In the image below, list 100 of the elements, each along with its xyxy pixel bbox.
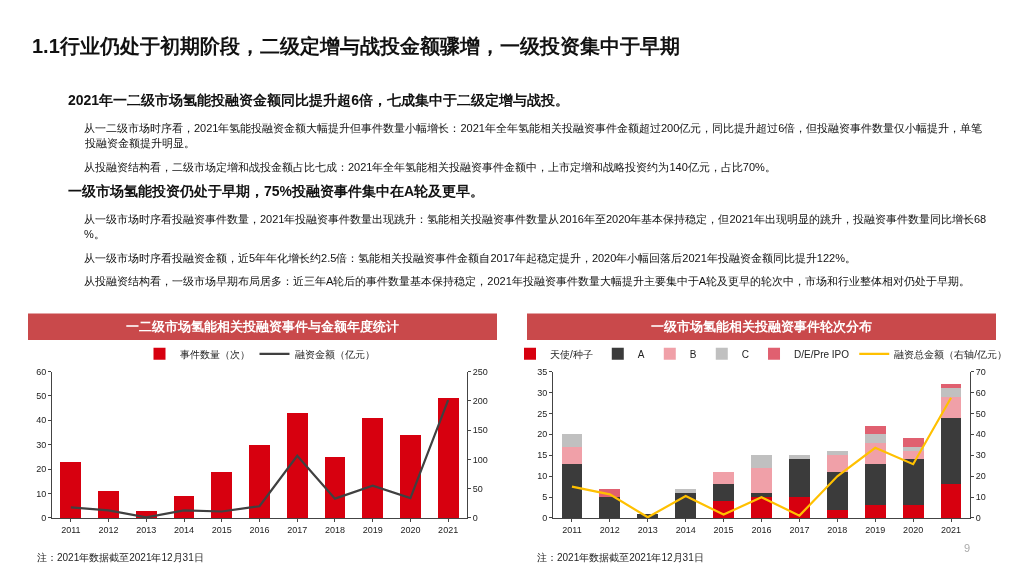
bar bbox=[940, 388, 962, 397]
y-tick-label: 0 bbox=[41, 513, 47, 524]
y2-tick-label: 50 bbox=[975, 408, 986, 419]
x-tick-label: 2017 bbox=[287, 524, 308, 535]
bar bbox=[713, 484, 735, 502]
y-tick-label: 30 bbox=[537, 387, 548, 398]
y-tick-label: 0 bbox=[542, 513, 548, 524]
legend-label: 事件数量（次） bbox=[179, 348, 250, 360]
bar bbox=[902, 505, 924, 518]
bar bbox=[864, 434, 886, 443]
bar bbox=[940, 417, 962, 485]
y2-tick-label: 100 bbox=[472, 454, 488, 465]
text: 注：2021年数据截至2021年12月31日 bbox=[37, 552, 204, 563]
bar bbox=[400, 434, 421, 518]
y-tick-label: 50 bbox=[36, 391, 47, 402]
text: 从投融资结构看，一级市场早期布局居多：近三年A轮后的事件数量基本保持稳定，2021年投融资事件数量大幅提升主要集中于A轮及更早的轮次中，市场和行业整体相对仍处于早期。 bbox=[84, 275, 971, 287]
y2-tick-label: 30 bbox=[975, 450, 986, 461]
bar bbox=[751, 492, 772, 498]
y2-tick-label: 150 bbox=[472, 425, 488, 436]
y-tick-label: 5 bbox=[542, 492, 548, 503]
x-tick-label: 2021 bbox=[438, 524, 459, 535]
y-tick-label: 20 bbox=[537, 429, 548, 440]
y-tick-label: 35 bbox=[537, 366, 548, 377]
bar bbox=[751, 467, 772, 493]
x-tick-label: 2018 bbox=[324, 524, 345, 535]
bar bbox=[211, 471, 233, 518]
text: 一级市场氢能投资仍处于早期，75%投融资事件集中在A轮及更早。 bbox=[68, 183, 485, 199]
text: 1.1行业仍处于初期阶段，二级定增与战投金额骤增，一级投资集中于早期 bbox=[32, 35, 680, 57]
x-tick-label: 2012 bbox=[98, 524, 119, 535]
text: 从一级市场时序看投融资金额，近5年年化增长约2.5倍：氢能相关投融资事件金额自2017年起稳定提升，2020年小幅回落后2021年投融资金额同比提升122%。 bbox=[84, 252, 856, 264]
y2-tick-label: 70 bbox=[975, 366, 986, 377]
bar bbox=[826, 471, 848, 510]
y2-tick-label: 40 bbox=[975, 429, 986, 440]
bar bbox=[826, 455, 848, 472]
x-tick-label: 2013 bbox=[637, 524, 658, 535]
bar bbox=[864, 463, 886, 506]
bar bbox=[826, 509, 848, 518]
legend-label: B bbox=[689, 348, 697, 360]
bar bbox=[788, 459, 810, 498]
y2-tick-label: 0 bbox=[472, 513, 478, 524]
x-tick-label: 2011 bbox=[562, 524, 582, 535]
text: 2021年一二级市场氢能投融资金额同比提升超6倍，七成集中于二级定增与战投。 bbox=[68, 92, 569, 108]
chart-title: 一级市场氢能相关投融资事件轮次分布 bbox=[651, 319, 872, 334]
bar bbox=[826, 451, 848, 456]
bar bbox=[902, 438, 924, 447]
bar bbox=[713, 471, 735, 485]
x-tick-label: 2014 bbox=[174, 524, 195, 535]
bar bbox=[751, 455, 772, 468]
y-tick-label: 20 bbox=[36, 464, 47, 475]
text: 从一二级市场时序看，2021年氢能投融资金额大幅提升但事件数量小幅增长：2021年全年氢能相关投融资事件金额超过200亿元，同比提升超过6倍，但投融资事件数量仅小幅提升，单笔投融资金额提升明显。 bbox=[84, 122, 983, 149]
legend-label: A bbox=[637, 348, 645, 360]
x-tick-label: 2020 bbox=[903, 524, 924, 535]
legend-label: 融资金额（亿元） bbox=[294, 348, 375, 360]
text: 注：2021年数据截至2021年12月31日 bbox=[537, 552, 704, 563]
bar bbox=[675, 488, 697, 493]
y-tick-label: 60 bbox=[36, 366, 47, 377]
text: 9 bbox=[964, 542, 971, 554]
y2-tick-label: 10 bbox=[975, 492, 986, 503]
bar bbox=[286, 413, 308, 518]
x-tick-label: 2017 bbox=[789, 524, 810, 535]
bar bbox=[60, 461, 82, 518]
bar bbox=[561, 446, 583, 464]
bar bbox=[437, 398, 459, 518]
bar bbox=[362, 417, 384, 518]
bar bbox=[864, 425, 886, 435]
x-tick-label: 2018 bbox=[827, 524, 848, 535]
y2-tick-label: 200 bbox=[472, 395, 488, 406]
text: 从投融资结构看，二级市场定增和战投金额占比七成：2021年全年氢能相关投融资事件金额中，上市定增和战略投资约为140亿元，占比70%。 bbox=[84, 161, 776, 173]
y2-tick-label: 60 bbox=[975, 387, 986, 398]
y-tick-label: 10 bbox=[36, 488, 47, 499]
bar bbox=[940, 484, 962, 518]
bar bbox=[902, 459, 924, 506]
x-tick-label: 2013 bbox=[136, 524, 157, 535]
bar bbox=[940, 384, 962, 389]
x-tick-label: 2016 bbox=[249, 524, 270, 535]
y-tick-label: 40 bbox=[36, 415, 47, 426]
text: 从一级市场时序看投融资事件数量，2021年投融资事件数量出现跳升：氢能相关投融资事件数量从2016年至2020年基本保持稳定，但2021年出现明显的跳升，投融资事件数量同比增长68%。 bbox=[84, 213, 987, 240]
y-tick-label: 15 bbox=[537, 450, 548, 461]
bar bbox=[324, 456, 346, 518]
x-tick-label: 2012 bbox=[599, 524, 620, 535]
x-tick-label: 2014 bbox=[675, 524, 696, 535]
y2-tick-label: 0 bbox=[975, 513, 981, 524]
y2-tick-label: 50 bbox=[472, 483, 483, 494]
legend-label: 天使/种子 bbox=[550, 348, 593, 360]
bar bbox=[98, 491, 119, 518]
legend-label: C bbox=[741, 348, 750, 360]
line-series bbox=[570, 396, 953, 518]
y2-tick-label: 250 bbox=[472, 366, 488, 377]
x-tick-label: 2016 bbox=[751, 524, 772, 535]
y-tick-label: 25 bbox=[537, 408, 548, 419]
x-tick-label: 2020 bbox=[400, 524, 421, 535]
bar bbox=[788, 455, 810, 460]
x-tick-label: 2019 bbox=[865, 524, 886, 535]
x-tick-label: 2019 bbox=[362, 524, 383, 535]
y-tick-label: 10 bbox=[537, 471, 548, 482]
chart-title: 一二级市场氢能相关投融资事件与金额年度统计 bbox=[126, 319, 399, 334]
x-tick-label: 2015 bbox=[713, 524, 734, 535]
y2-tick-label: 20 bbox=[975, 471, 986, 482]
x-tick-label: 2011 bbox=[61, 524, 81, 535]
bar bbox=[249, 444, 270, 518]
